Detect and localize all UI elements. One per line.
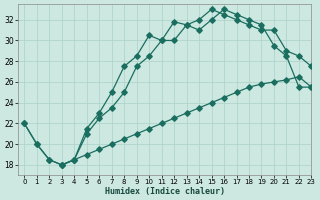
X-axis label: Humidex (Indice chaleur): Humidex (Indice chaleur) [105,187,225,196]
